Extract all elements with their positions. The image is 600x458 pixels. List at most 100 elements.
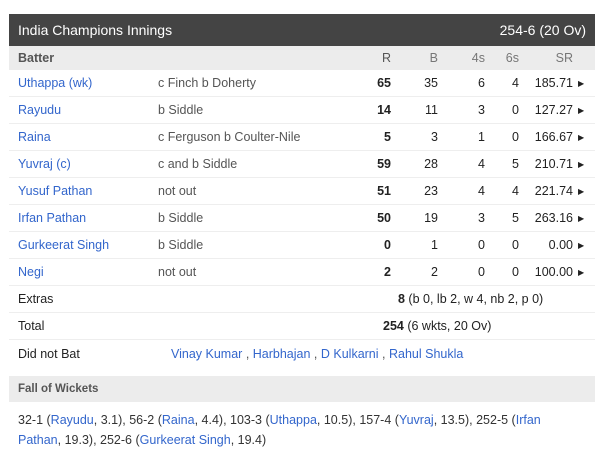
wicket-over: 19.3 (64, 433, 89, 447)
wicket-player-link[interactable]: Gurkeerat Singh (139, 433, 231, 447)
col-r: R (381, 51, 391, 65)
runs: 51 (377, 184, 391, 198)
strike-rate: 210.71 (534, 157, 573, 171)
expand-arrow-icon[interactable]: ▶ (578, 186, 585, 196)
balls: 11 (425, 103, 438, 117)
batter-row: Yusuf Pathan not out 51 23 4 4 221.74 ▶ (9, 178, 595, 205)
balls: 35 (424, 76, 438, 90)
runs: 50 (377, 211, 391, 225)
fours: 3 (478, 103, 485, 117)
batter-name-link[interactable]: Yusuf Pathan (18, 184, 93, 198)
total-detail: (6 wkts, 20 Ov) (403, 319, 492, 333)
col-b: B (429, 51, 438, 65)
did-not-bat-list: Vinay Kumar , Harbhajan , D Kulkarni , R… (171, 347, 463, 361)
sixes: 5 (512, 157, 519, 171)
sixes: 4 (512, 76, 519, 90)
fours: 0 (478, 238, 485, 252)
batter-row: Negi not out 2 2 0 0 100.00 ▶ (9, 259, 595, 286)
dismissal: c and b Siddle (158, 157, 238, 171)
did-not-bat-player-link[interactable]: D Kulkarni (320, 347, 379, 361)
scorecard: India Champions Innings 254-6 (20 Ov) Ba… (9, 14, 595, 458)
did-not-bat-player-link[interactable]: Vinay Kumar (171, 347, 243, 361)
wicket-item: 56-2 (Raina, 4.4), (129, 413, 231, 427)
expand-arrow-icon[interactable]: ▶ (578, 213, 585, 223)
wicket-over: 19.4 (237, 433, 262, 447)
wicket-score: 252-5 (476, 413, 509, 427)
wicket-score: 252-6 (100, 433, 133, 447)
separator: , (310, 347, 321, 361)
balls: 3 (431, 130, 438, 144)
batter-name-link[interactable]: Gurkeerat Singh (18, 238, 110, 252)
runs: 59 (377, 157, 391, 171)
total-value-wrap: 254 (6 wkts, 20 Ov) (383, 319, 491, 333)
wicket-over: 10.5 (323, 413, 349, 427)
expand-arrow-icon[interactable]: ▶ (578, 105, 585, 115)
innings-header: India Champions Innings 254-6 (20 Ov) (9, 14, 595, 46)
strike-rate: 221.74 (534, 184, 573, 198)
dismissal: b Siddle (158, 103, 204, 117)
expand-arrow-icon[interactable]: ▶ (578, 240, 585, 250)
fall-of-wickets-header: Fall of Wickets (9, 376, 595, 402)
extras-detail: (b 0, lb 2, w 4, nb 2, p 0) (404, 292, 544, 306)
expand-arrow-icon[interactable]: ▶ (578, 132, 585, 142)
did-not-bat-label: Did not Bat (18, 347, 80, 361)
strike-rate: 185.71 (534, 76, 573, 90)
wicket-item: 32-1 (Rayudu, 3.1), (18, 413, 130, 427)
wicket-player-link[interactable]: Rayudu (50, 413, 94, 427)
batter-name-link[interactable]: Raina (18, 130, 51, 144)
runs: 5 (384, 130, 391, 144)
batter-name-link[interactable]: Irfan Pathan (18, 211, 87, 225)
dismissal: c Finch b Doherty (158, 76, 256, 90)
sixes: 0 (512, 130, 519, 144)
strike-rate: 166.67 (534, 130, 573, 144)
batter-name-link[interactable]: Uthappa (wk) (18, 76, 93, 90)
fours: 0 (478, 265, 485, 279)
extras-row: Extras 8 (b 0, lb 2, w 4, nb 2, p 0) (9, 286, 595, 313)
strike-rate: 263.16 (534, 211, 573, 225)
extras-label: Extras (18, 292, 54, 306)
extras-value: 8 (398, 292, 405, 306)
expand-arrow-icon[interactable]: ▶ (578, 78, 585, 88)
col-4s: 4s (471, 51, 485, 65)
expand-arrow-icon[interactable]: ▶ (578, 159, 585, 169)
did-not-bat-player-link[interactable]: Harbhajan (252, 347, 311, 361)
wicket-score: 56-2 (129, 413, 155, 427)
wicket-item: 157-4 (Yuvraj, 13.5), (359, 413, 477, 427)
did-not-bat-player-link[interactable]: Rahul Shukla (388, 347, 464, 361)
innings-title: India Champions Innings (18, 22, 173, 38)
expand-arrow-icon[interactable]: ▶ (578, 267, 585, 277)
balls: 1 (431, 238, 438, 252)
wicket-player-link[interactable]: Raina (161, 413, 195, 427)
batter-name-link[interactable]: Negi (18, 265, 44, 279)
batter-row: Irfan Pathan b Siddle 50 19 3 5 263.16 ▶ (9, 205, 595, 232)
wicket-player-link[interactable]: Uthappa (269, 413, 317, 427)
runs: 14 (377, 103, 391, 117)
separator: , (242, 347, 253, 361)
total-label: Total (18, 319, 45, 333)
extras-value-wrap: 8 (b 0, lb 2, w 4, nb 2, p 0) (398, 292, 543, 306)
fall-of-wickets-list: 32-1 (Rayudu, 3.1), 56-2 (Raina, 4.4), 1… (9, 402, 595, 458)
fours: 6 (478, 76, 485, 90)
wicket-over: 3.1 (100, 413, 119, 427)
fours: 4 (478, 184, 485, 198)
runs: 2 (384, 265, 391, 279)
balls: 23 (424, 184, 438, 198)
batter-name-link[interactable]: Yuvraj (c) (18, 157, 71, 171)
batter-row: Yuvraj (c) c and b Siddle 59 28 4 5 210.… (9, 151, 595, 178)
wicket-item: 103-3 (Uthappa, 10.5), (230, 413, 360, 427)
sixes: 0 (512, 265, 519, 279)
strike-rate: 0.00 (548, 238, 573, 252)
wicket-player-link[interactable]: Yuvraj (398, 413, 434, 427)
batter-name-link[interactable]: Rayudu (18, 103, 62, 117)
dismissal: b Siddle (158, 238, 204, 252)
fours: 1 (478, 130, 485, 144)
batter-row: Rayudu b Siddle 14 11 3 0 127.27 ▶ (9, 97, 595, 124)
sixes: 0 (512, 103, 519, 117)
balls: 2 (431, 265, 438, 279)
col-sr: SR (555, 51, 573, 65)
dismissal: not out (158, 184, 197, 198)
wicket-over: 4.4 (201, 413, 219, 427)
dismissal: not out (158, 265, 197, 279)
sixes: 4 (512, 184, 519, 198)
wicket-score: 103-3 (230, 413, 262, 427)
